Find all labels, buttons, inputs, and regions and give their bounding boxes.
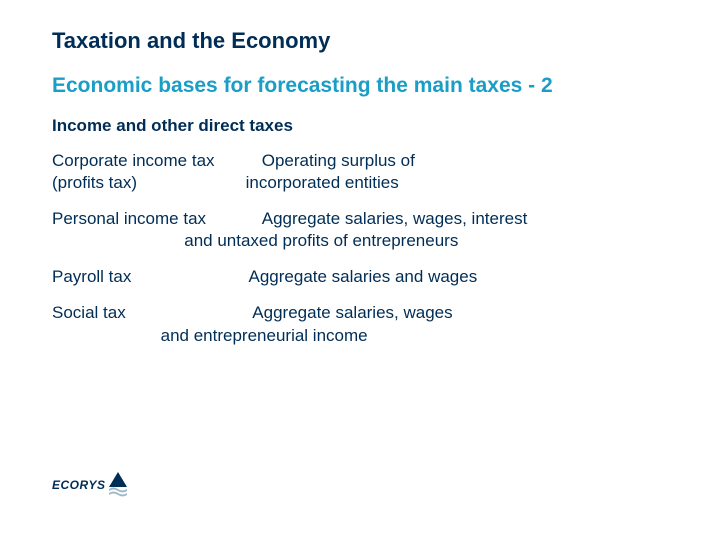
ecorys-logo: ECORYS xyxy=(52,472,127,498)
logo-triangle-icon xyxy=(109,472,127,498)
tax-row: Personal income tax Aggregate salaries, … xyxy=(52,208,668,252)
tax-row: Social tax Aggregate salaries, wages and… xyxy=(52,302,668,346)
section-heading: Income and other direct taxes xyxy=(52,116,668,136)
slide-title: Taxation and the Economy xyxy=(52,28,668,54)
tax-row: Corporate income tax Operating surplus o… xyxy=(52,150,668,194)
slide: Taxation and the Economy Economic bases … xyxy=(0,0,720,540)
slide-subtitle: Economic bases for forecasting the main … xyxy=(52,74,668,98)
tax-row: Payroll tax Aggregate salaries and wages xyxy=(52,266,668,288)
logo-text: ECORYS xyxy=(52,478,105,492)
